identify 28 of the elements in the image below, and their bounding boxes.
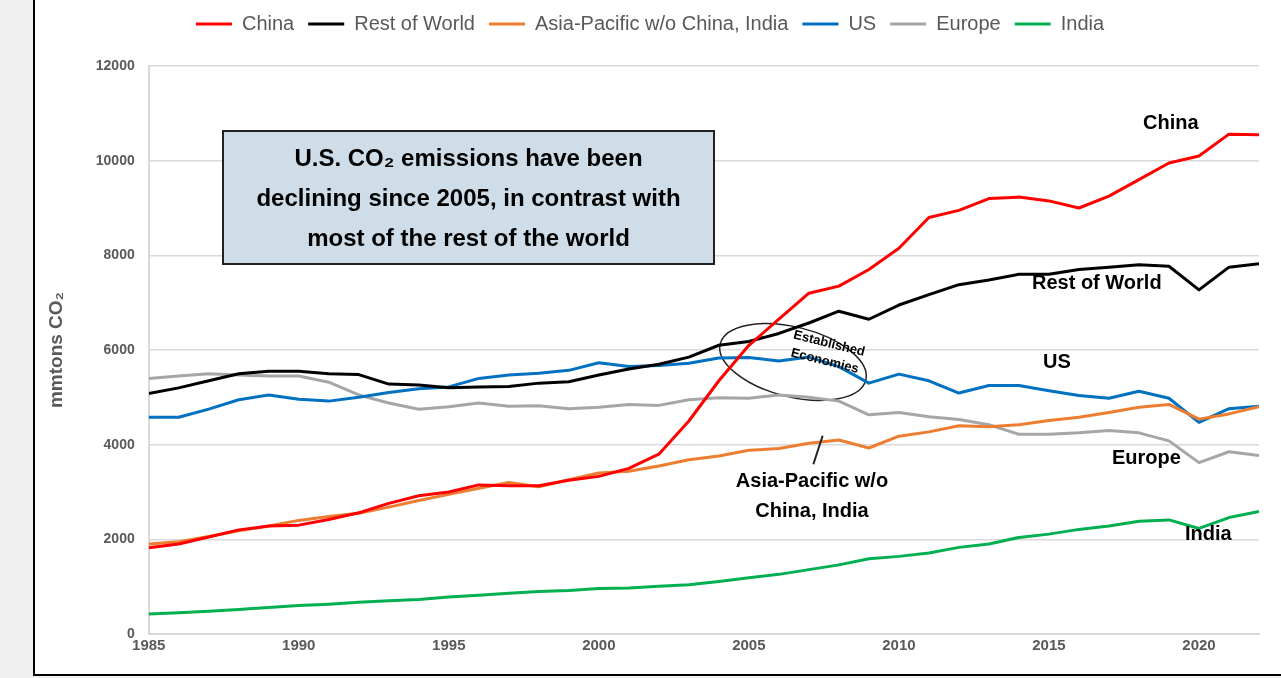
annotation: Rest of World	[1032, 271, 1162, 294]
annotation: Europe	[1112, 446, 1181, 469]
x-tick-label: 2020	[1182, 636, 1216, 654]
annotation: US	[1043, 350, 1071, 373]
legend-label: US	[848, 11, 877, 34]
y-tick-label: 4000	[103, 435, 135, 452]
y-tick-label: 0	[126, 624, 135, 641]
x-tick-label: 1995	[432, 636, 466, 654]
legend-label: Rest of World	[354, 11, 475, 34]
y-tick-label: 6000	[103, 340, 135, 357]
legend-label: Europe	[936, 11, 1001, 34]
legend-label: India	[1060, 11, 1105, 34]
y-tick-label: 10000	[95, 151, 135, 168]
legend-label: China	[241, 11, 296, 34]
x-tick-label: 2005	[732, 636, 766, 654]
annotation: Asia-Pacific w/o China, India	[734, 468, 890, 523]
x-tick-label: 2000	[582, 636, 616, 654]
y-tick-label: 8000	[103, 246, 135, 263]
x-tick-label: 1990	[282, 636, 316, 654]
annotation: India	[1185, 522, 1232, 545]
annotation: China	[1143, 111, 1199, 134]
x-tick-label: 2010	[882, 636, 916, 654]
legend-label: Asia-Pacific w/o China, India	[534, 11, 790, 34]
y-axis-title: mmtons CO₂	[44, 291, 66, 409]
y-tick-label: 2000	[103, 530, 135, 547]
x-tick-label: 2015	[1032, 636, 1066, 654]
y-tick-label: 12000	[95, 56, 135, 73]
annotation: U.S. CO₂ emissions have been declining since 2005, in contrast with most of the rest of the world	[222, 130, 715, 265]
